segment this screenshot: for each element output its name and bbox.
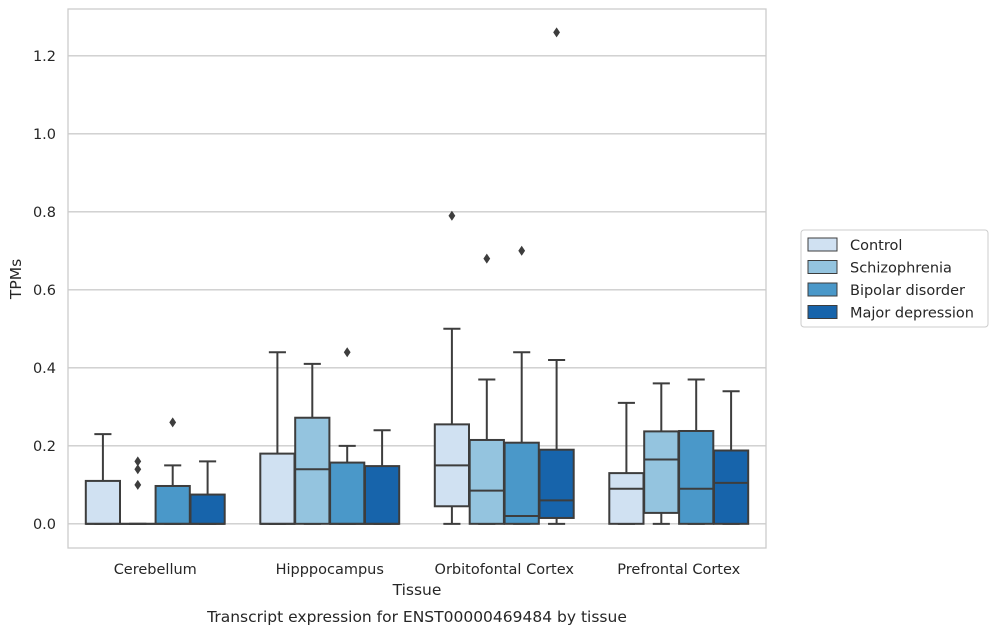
- y-tick-label: 1.2: [33, 49, 56, 65]
- legend-swatch: [807, 282, 838, 297]
- box-3-0: [189, 460, 226, 525]
- box-body: [468, 438, 505, 525]
- x-tick-label: Hipppocampus: [276, 562, 384, 578]
- legend-item: Major depression: [807, 305, 974, 322]
- legend-swatch: [807, 305, 838, 319]
- box-body: [678, 429, 715, 525]
- box-0-0: [84, 433, 122, 525]
- box-1-2: [468, 253, 505, 525]
- y-tick-labels: 0.0 0.2 0.4 0.6 0.8 1.0 1.2: [33, 49, 56, 533]
- box-3-3: [712, 390, 750, 525]
- y-tick-label: 0.0: [33, 517, 56, 533]
- outlier-point: [483, 253, 491, 264]
- box-0-1: [259, 351, 296, 525]
- y-tick-label: 0.2: [33, 439, 56, 455]
- box-body: [538, 448, 575, 519]
- box-1-0: [119, 456, 156, 525]
- legend-swatch: [807, 260, 838, 274]
- legend-item: Schizophrenia: [807, 260, 952, 277]
- legend-item: Bipolar disorder: [807, 282, 965, 299]
- y-tick-label: 0.4: [33, 361, 56, 377]
- legend-label: Major depression: [850, 306, 974, 322]
- box-2-1: [329, 347, 366, 525]
- outlier-point: [343, 347, 351, 358]
- x-axis-title: Tissue: [392, 581, 442, 599]
- legend-label: Control: [850, 238, 902, 254]
- legend-label: Bipolar disorder: [850, 283, 965, 299]
- box-body: [259, 452, 296, 525]
- x-tick-label: Orbitofontal Cortex: [435, 562, 575, 578]
- box-body: [154, 484, 191, 525]
- outlier-point: [518, 245, 526, 256]
- outlier-point: [134, 456, 142, 467]
- box-3-2: [538, 27, 575, 525]
- outlier-point: [553, 27, 560, 38]
- y-tick-label: 0.6: [33, 283, 56, 299]
- box-0-2: [433, 210, 471, 525]
- box-3-1: [363, 429, 401, 525]
- legend-frame: [800, 229, 989, 328]
- box-0-3: [608, 401, 645, 525]
- outlier-point: [134, 464, 142, 475]
- legend-item: Control: [807, 237, 902, 254]
- legend-label: Schizophrenia: [850, 261, 952, 277]
- box-body: [294, 416, 331, 525]
- box-body: [189, 493, 226, 525]
- outlier-point: [448, 210, 456, 221]
- outlier-point: [134, 479, 142, 490]
- legend-swatch: [807, 237, 838, 252]
- x-tick-labels: Cerebellum Hipppocampus Orbitofontal Corte…: [114, 562, 741, 578]
- box-body: [608, 472, 645, 525]
- box-series: [84, 27, 750, 525]
- box-body: [329, 461, 366, 525]
- x-tick-label: Prefrontal Cortex: [617, 562, 740, 578]
- y-tick-label: 0.8: [33, 205, 56, 221]
- box-body: [503, 441, 540, 525]
- outlier-point: [169, 417, 177, 428]
- box-body: [363, 465, 401, 525]
- chart-caption: Transcript expression for ENST0000046948…: [206, 608, 627, 626]
- box-2-2: [503, 245, 540, 525]
- y-axis-title: TPMs: [7, 259, 25, 300]
- x-tick-label: Cerebellum: [114, 562, 197, 578]
- plot-frame: [67, 8, 767, 549]
- legend: Control Schizophrenia Bipolar disorder Majo…: [800, 229, 989, 328]
- box-body: [712, 449, 750, 525]
- box-body: [643, 430, 680, 514]
- box-body: [84, 479, 122, 525]
- box-2-3: [678, 378, 715, 525]
- y-tick-label: 1.0: [33, 127, 56, 143]
